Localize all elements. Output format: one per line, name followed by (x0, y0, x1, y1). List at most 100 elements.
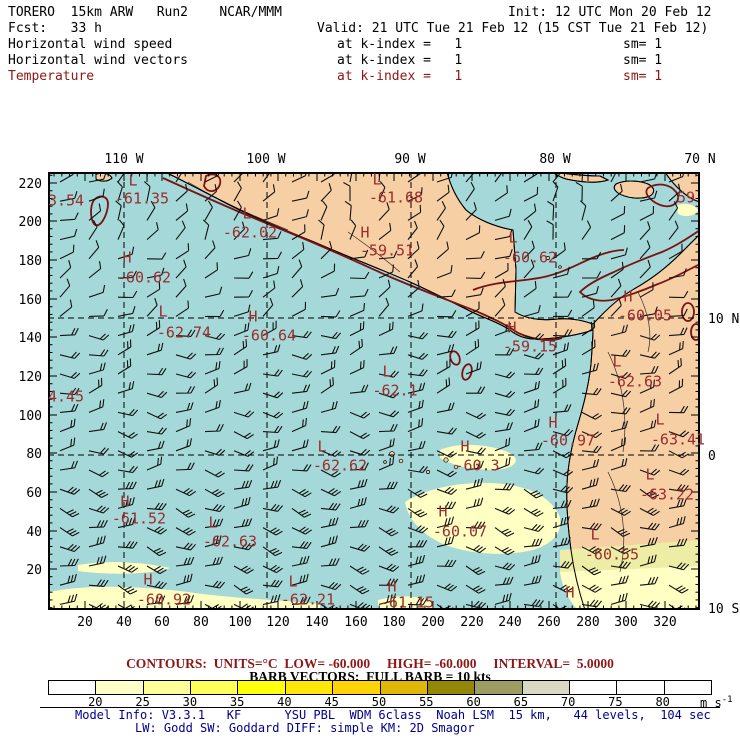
wind-barb (580, 200, 587, 221)
wind-barb (204, 535, 222, 548)
x-axis-label: 20 (77, 615, 93, 630)
wind-barb (233, 290, 253, 298)
extreme-value: -59.51 (359, 241, 415, 260)
wind-barb (59, 418, 76, 433)
extreme-value: -60.05 (617, 306, 673, 325)
colorbar-tick-label: 20 (88, 695, 103, 709)
wind-barb (436, 486, 458, 495)
wind-barb (349, 219, 357, 240)
coastline-hispaniola-corner (664, 172, 700, 203)
wind-barb (117, 497, 135, 509)
wind-barb (494, 482, 515, 491)
extreme-value: -60.07 (432, 522, 488, 541)
field-k-index: at k-index = 1 (337, 69, 463, 84)
field-sm: sm= 1 (623, 69, 663, 84)
x-axis-label: 320 (653, 615, 677, 630)
wind-barb (552, 428, 574, 437)
wind-barb (320, 240, 333, 260)
wind-barb (320, 535, 338, 548)
wind-barb (59, 593, 78, 605)
wind-barb (378, 181, 386, 202)
wind-barb (407, 382, 426, 394)
wind-barb (146, 411, 168, 420)
wind-barb (175, 243, 190, 260)
wind-barb (262, 527, 283, 536)
wind-barb (320, 469, 341, 478)
wind-barb (494, 208, 512, 221)
wind-barb (610, 561, 631, 569)
extreme-value: -62.1 (372, 381, 418, 400)
x-axis-label: 80 (193, 615, 209, 630)
y-axis-label: 140 (18, 331, 42, 346)
wind-barb (233, 542, 255, 551)
island-dot (383, 460, 387, 464)
x-axis-label: 100 (228, 615, 252, 630)
wind-barb (552, 485, 574, 494)
wind-barb (465, 497, 484, 509)
wind-barb (465, 600, 487, 609)
extreme-value: 3.54 (47, 191, 85, 210)
wind-barb (117, 323, 135, 337)
wind-barb (175, 573, 193, 586)
wind-barb (117, 306, 136, 317)
wind-barb (146, 320, 161, 337)
wind-barb (465, 225, 481, 241)
wind-barb (146, 581, 168, 589)
wind-barb (88, 535, 106, 548)
colorbar-cell (617, 681, 665, 694)
wind-barb (233, 480, 253, 490)
wind-barb (204, 518, 224, 529)
x-axis-label: 220 (460, 615, 484, 630)
wind-barb (175, 300, 190, 317)
wind-barb (318, 219, 325, 240)
colorbar-cell (285, 681, 334, 694)
wind-barb (233, 382, 252, 394)
wind-barb (465, 565, 486, 576)
wind-barb (407, 303, 424, 317)
wind-barb (465, 301, 480, 317)
temperature-contour-loop (449, 350, 461, 366)
coastline-south-america (566, 233, 700, 610)
wind-barb (233, 518, 253, 529)
wind-barb (88, 240, 100, 260)
wind-barb (291, 596, 311, 605)
wind-barb (88, 220, 98, 240)
wind-barb (639, 419, 657, 433)
extreme-value: -60.62 (502, 248, 558, 267)
wind-barb (262, 280, 276, 298)
extreme-value: -60.3 (454, 456, 500, 475)
island-dot (398, 458, 404, 464)
wind-barb (465, 478, 483, 490)
wind-barb (262, 564, 283, 574)
field-sm: sm= 1 (623, 53, 663, 68)
y-axis-label: 120 (18, 370, 42, 385)
wind-barb (407, 418, 424, 433)
wind-barb (88, 505, 110, 514)
wind-barb (378, 410, 400, 418)
wind-barb (59, 558, 79, 567)
wind-barb (407, 369, 428, 377)
wind-barb (262, 456, 278, 471)
wind-speed-shade (440, 444, 516, 470)
extreme-value: -62.74 (156, 323, 212, 342)
wind-barb (407, 259, 419, 279)
wind-barb (610, 507, 631, 516)
wind-barb (436, 583, 458, 592)
wind-barb (610, 592, 628, 605)
wind-barb (610, 371, 632, 380)
wind-barb (146, 565, 167, 575)
lon-label: 70 N (684, 152, 716, 167)
extreme-letter: H (122, 248, 132, 267)
wind-barb (581, 565, 602, 576)
extreme-letter: H (438, 502, 448, 521)
extreme-value: -60.64 (241, 326, 297, 345)
wind-barb (320, 359, 336, 375)
wind-barb (143, 181, 151, 202)
field-k-index: at k-index = 1 (337, 53, 463, 68)
wind-barb (668, 468, 690, 476)
wind-barb (668, 183, 681, 202)
extreme-value: -60.97 (540, 431, 596, 450)
wind-barb (378, 438, 395, 452)
wind-barb (349, 602, 371, 610)
wind-barb (262, 479, 282, 490)
